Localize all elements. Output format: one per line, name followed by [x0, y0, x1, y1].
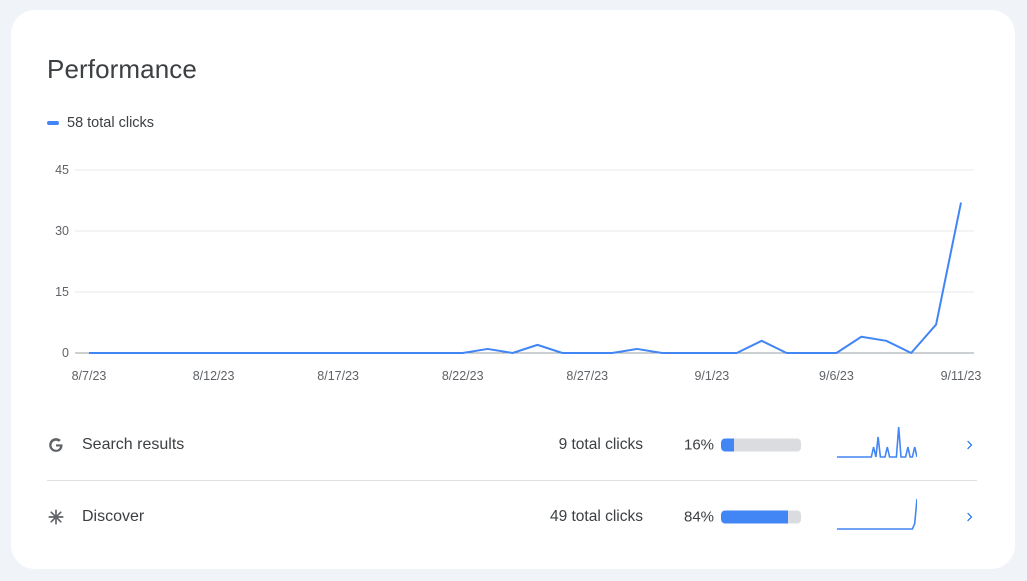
sparkline-path	[837, 498, 917, 530]
performance-card: Performance 58 total clicks 0 15 30 45 8/7/2…	[11, 10, 1015, 569]
share-bar	[721, 510, 801, 524]
chart-legend: 58 total clicks	[47, 115, 154, 131]
source-percent: 16%	[684, 436, 715, 454]
clicks-line-chart: 0 15 30 45 8/7/23 8/12/23 8/17/23 8/22/23 8/27/2…	[55, 163, 982, 383]
source-clicks: 49 total clicks	[549, 508, 643, 525]
x-tick-label: 8/7/23	[72, 369, 107, 383]
x-tick-label: 8/17/23	[317, 369, 359, 383]
y-tick-label: 45	[55, 163, 69, 177]
card-title: Performance	[47, 54, 197, 84]
sparkline	[837, 498, 917, 530]
x-tick-label: 8/12/23	[193, 369, 235, 383]
x-tick-label: 9/11/23	[941, 369, 982, 383]
chevron-right-icon[interactable]	[963, 510, 977, 524]
source-percent: 84%	[684, 508, 715, 526]
sparkline-path	[837, 426, 917, 458]
share-bar-fill	[721, 438, 734, 452]
share-bar-fill	[721, 510, 789, 524]
sparkline	[837, 426, 917, 458]
source-clicks: 9 total clicks	[558, 436, 643, 453]
series-line-clicks	[89, 202, 962, 354]
discover-asterisk-icon	[48, 509, 64, 525]
google-g-icon	[49, 438, 64, 452]
source-row-search[interactable]: Search results 9 total clicks 16%	[47, 417, 977, 473]
x-tick-label: 8/22/23	[442, 369, 484, 383]
share-bar	[721, 438, 801, 452]
y-tick-label: 0	[62, 346, 69, 360]
y-tick-label: 15	[55, 285, 69, 299]
x-tick-label: 8/27/23	[566, 369, 608, 383]
x-tick-label: 9/6/23	[819, 369, 854, 383]
chevron-right-icon[interactable]	[963, 438, 977, 452]
source-label: Discover	[82, 508, 145, 525]
row-divider	[47, 480, 977, 481]
legend-swatch	[47, 121, 59, 125]
source-label: Search results	[82, 436, 185, 453]
source-row-discover[interactable]: Discover 49 total clicks 84%	[47, 489, 977, 545]
legend-label: 58 total clicks	[67, 115, 155, 131]
x-tick-label: 9/1/23	[694, 369, 729, 383]
y-tick-label: 30	[55, 224, 69, 238]
